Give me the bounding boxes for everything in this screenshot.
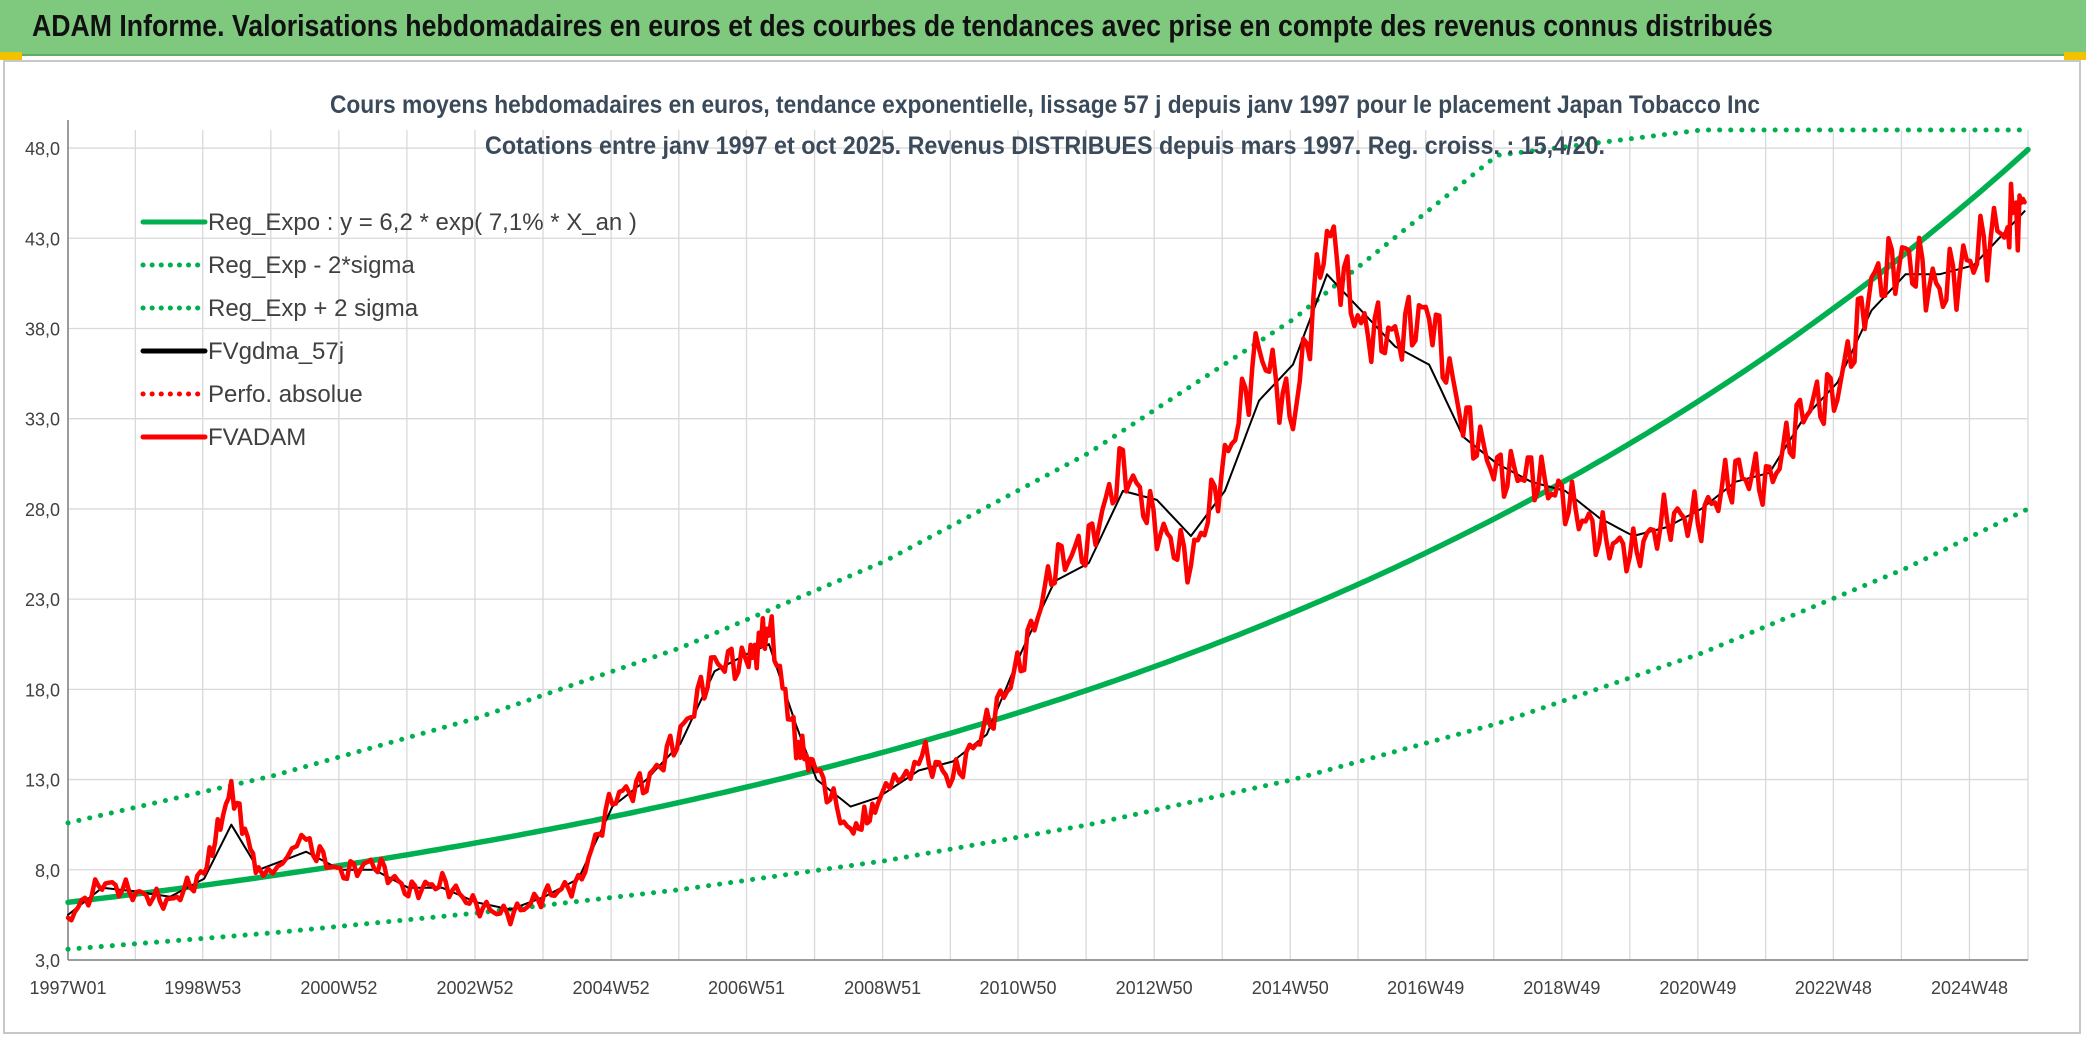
x-tick-label: 2008W51: [844, 978, 921, 998]
banner-corner-right: [2064, 52, 2086, 60]
x-tick-label: 2024W48: [1931, 978, 2008, 998]
y-axis: 3,0 8,0 13,0 18,0 23,0 28,0 33,0 38,0 43,0 48,0: [25, 120, 69, 971]
page-title: ADAM Informe. Valorisations hebdomadaire…: [32, 8, 1773, 43]
legend-label: FVADAM: [208, 424, 306, 451]
banner-corner-left: [0, 52, 22, 60]
y-tick-label: 3,0: [35, 951, 60, 971]
series-line: [65, 146, 2031, 906]
x-tick-label: 2004W52: [573, 978, 650, 998]
x-tick-label: 2006W51: [708, 978, 785, 998]
header-banner: ADAM Informe. Valorisations hebdomadaire…: [0, 0, 2086, 56]
x-tick-label: 2018W49: [1523, 978, 1600, 998]
y-tick-label: 48,0: [25, 139, 60, 159]
y-tick-label: 13,0: [25, 771, 60, 791]
legend-label: Reg_Exp - 2*sigma: [208, 252, 415, 279]
legend-label: Perfo. absolue: [208, 381, 363, 408]
legend-label: Reg_Exp + 2 sigma: [208, 295, 419, 322]
x-tick-label: 1997W01: [29, 978, 106, 998]
y-tick-label: 23,0: [25, 590, 60, 610]
x-tick-label: 2012W50: [1116, 978, 1193, 998]
y-tick-label: 33,0: [25, 410, 60, 430]
x-tick-label: 2000W52: [300, 978, 377, 998]
chart-titles: Cours moyens hebdomadaires en euros, ten…: [330, 91, 1760, 160]
x-tick-label: 2010W50: [980, 978, 1057, 998]
x-axis: 1997W01 1998W53 2000W52 2002W52 2004W52 2006W…: [29, 959, 2028, 998]
y-tick-label: 8,0: [35, 861, 60, 881]
legend-label: Reg_Expo : y = 6,2 * exp( 7,1% * X_an ): [208, 209, 637, 236]
chart-title: Cours moyens hebdomadaires en euros, ten…: [330, 91, 1760, 119]
legend-label: FVgdma_57j: [208, 338, 344, 365]
series-line: [65, 181, 2027, 927]
y-tick-label: 43,0: [25, 229, 60, 249]
x-tick-label: 2016W49: [1387, 978, 1464, 998]
x-tick-label: 2020W49: [1659, 978, 1736, 998]
series-layer: [65, 127, 2031, 952]
x-tick-label: 2014W50: [1252, 978, 1329, 998]
y-tick-label: 28,0: [25, 500, 60, 520]
x-tick-label: 1998W53: [164, 978, 241, 998]
chart-frame: [3, 60, 2081, 1034]
chart-subtitle: Cotations entre janv 1997 et oct 2025. R…: [485, 132, 1605, 160]
y-tick-label: 18,0: [25, 680, 60, 700]
gridlines: [67, 130, 2029, 961]
legend: Reg_Expo : y = 6,2 * exp( 7,1% * X_an ) R…: [140, 209, 637, 451]
y-tick-label: 38,0: [25, 319, 60, 339]
x-tick-label: 2022W48: [1795, 978, 1872, 998]
x-tick-label: 2002W52: [436, 978, 513, 998]
